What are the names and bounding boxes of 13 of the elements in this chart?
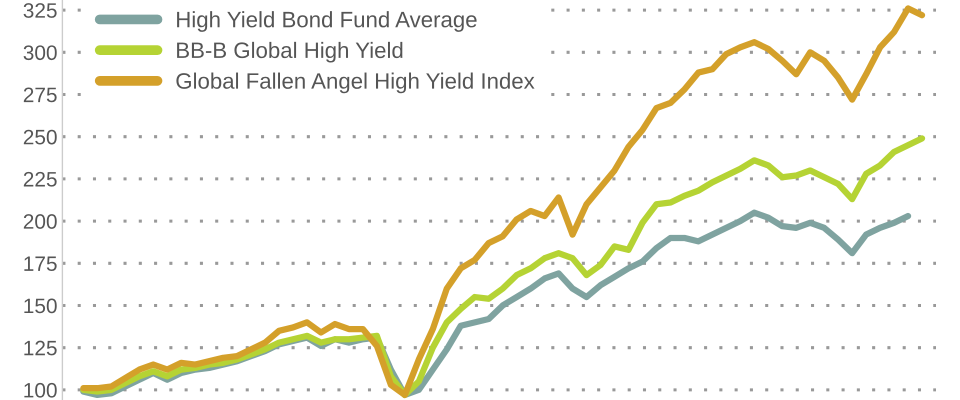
legend-label: BB-B Global High Yield (177, 42, 402, 63)
y-tick-label: 100 (24, 382, 57, 398)
y-tick-label: 225 (24, 172, 57, 187)
y-tick-label: 325 (24, 3, 57, 18)
y-tick-label: 150 (24, 298, 57, 314)
legend-label: Global Fallen Angel High Yield Index (176, 72, 535, 94)
y-tick-label: 200 (24, 214, 57, 229)
legend-label: High Yield Bond Fund Average (177, 11, 477, 32)
y-tick-label: 275 (24, 88, 57, 102)
y-tick-label: 300 (24, 45, 57, 60)
y-tick-label: 175 (24, 256, 57, 272)
y-tick-label: 125 (24, 340, 57, 356)
y-tick-label: 250 (24, 130, 57, 144)
